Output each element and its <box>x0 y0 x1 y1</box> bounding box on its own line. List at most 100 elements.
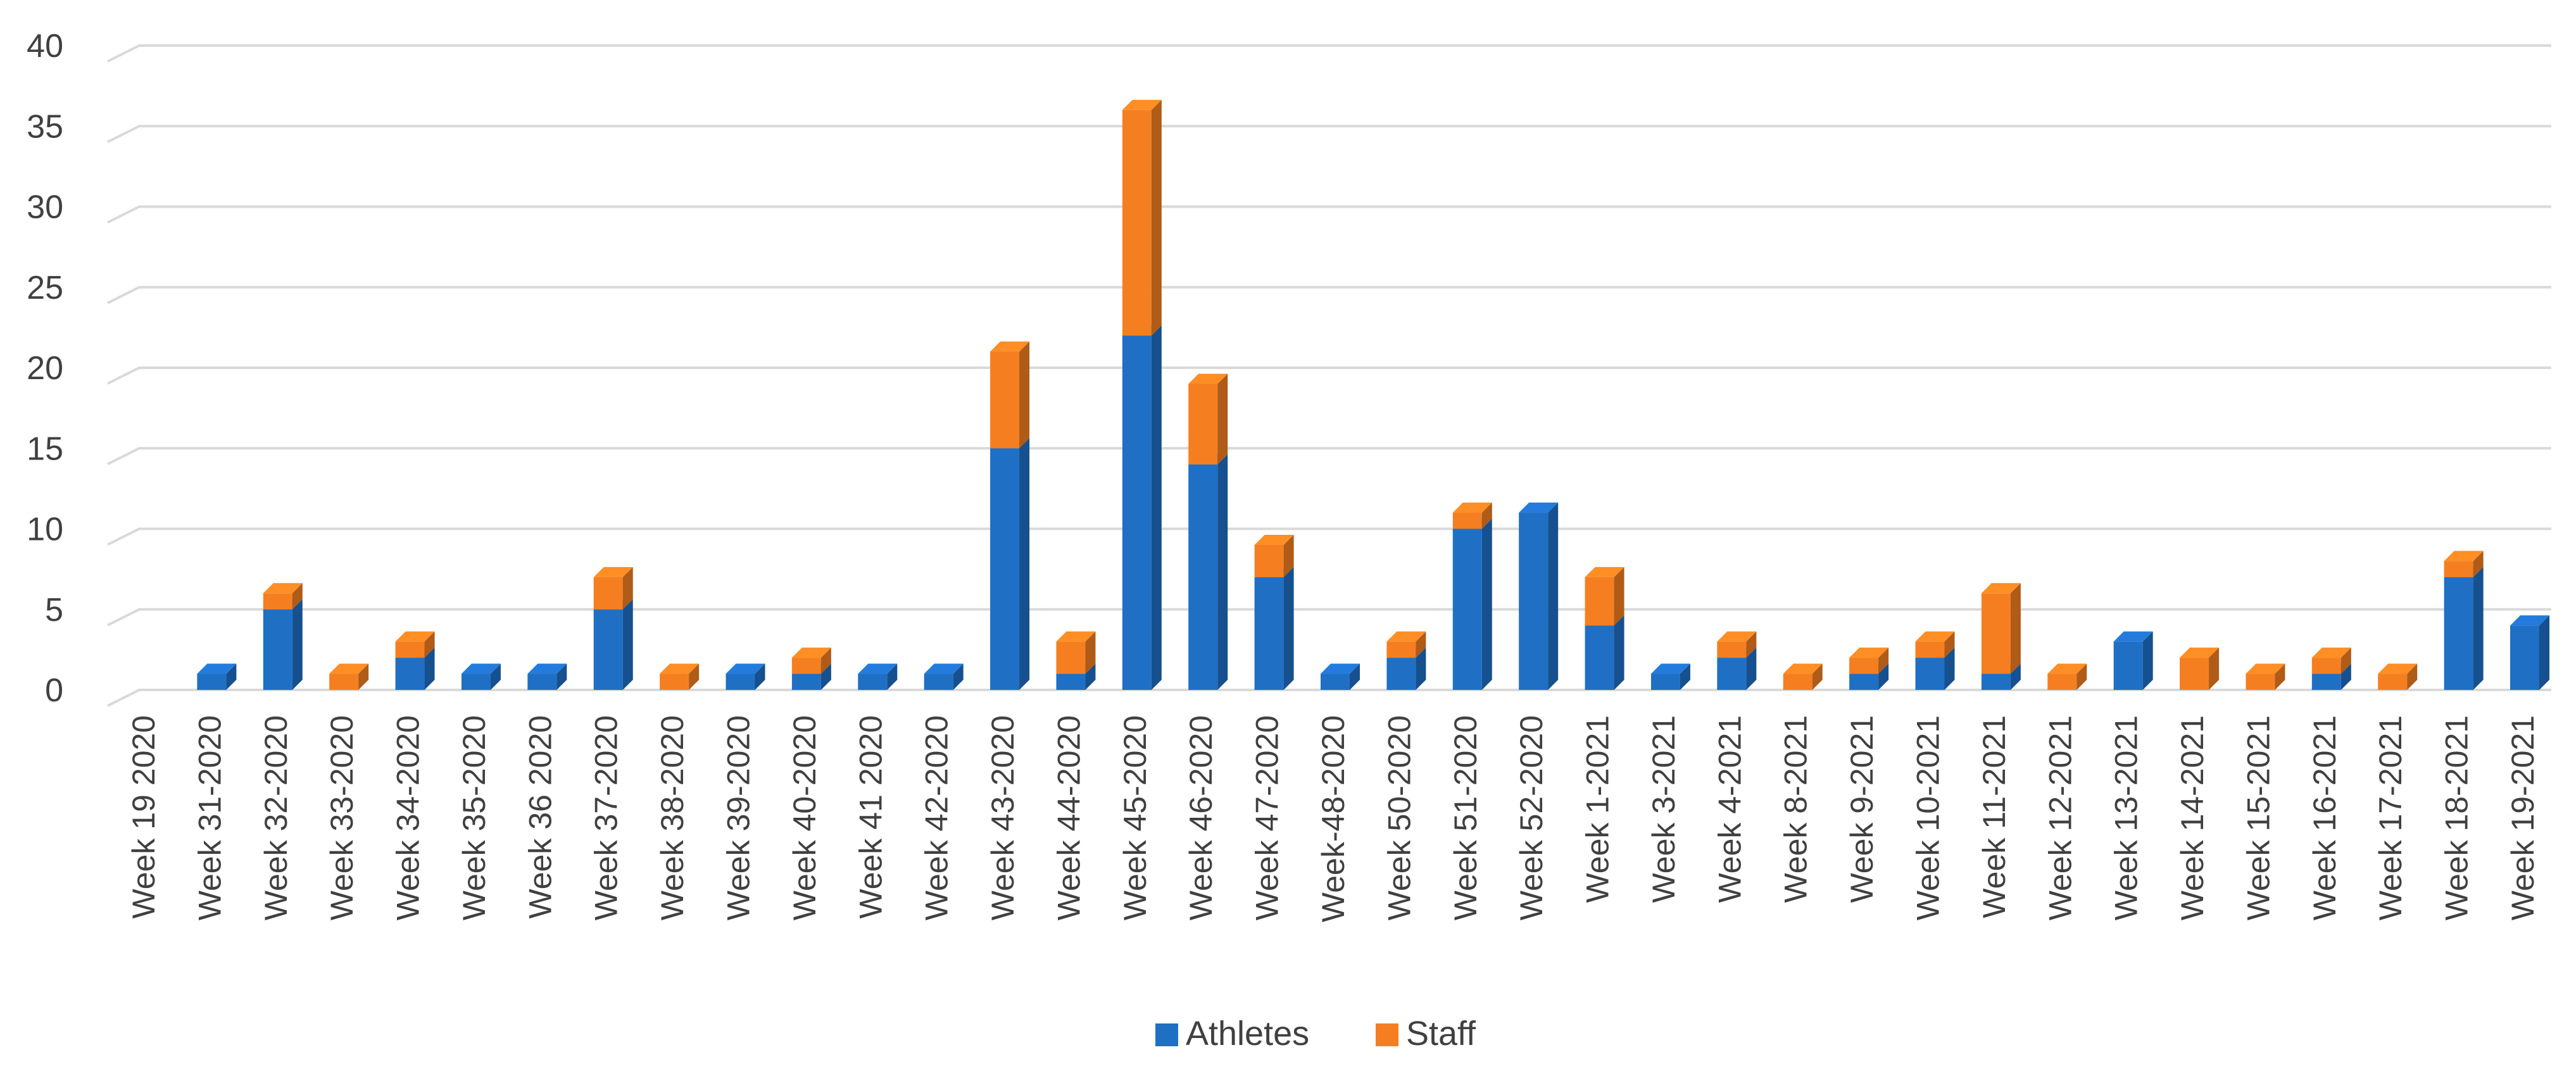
bar-staff-14 <box>1056 631 1096 674</box>
gridline <box>107 44 2551 63</box>
x-tick-label: Week 43-2020 <box>985 715 1021 920</box>
x-tick-label: Week 18-2021 <box>2439 715 2475 920</box>
y-tick-label: 5 <box>45 592 63 629</box>
x-tick-label: Week 32-2020 <box>258 715 294 920</box>
legend-label: Staff <box>1406 1015 1476 1053</box>
x-tick-label: Week-48-2020 <box>1316 715 1351 922</box>
x-tick-label: Week 19-2021 <box>2505 715 2541 920</box>
x-tick-label: Week 45-2020 <box>1117 715 1153 920</box>
legend-item-staff: Staff <box>1376 1015 1476 1053</box>
x-tick-label: Week 12-2021 <box>2042 715 2078 920</box>
x-tick-label: Week 44-2020 <box>1051 715 1086 920</box>
bar-staff-7 <box>593 566 633 610</box>
x-tick-label: Week 8-2021 <box>1778 715 1814 903</box>
bar-staff-4 <box>395 631 435 658</box>
legend-label: Athletes <box>1186 1015 1309 1053</box>
x-tick-label: Week 9-2021 <box>1844 715 1880 903</box>
bar-staff-31 <box>2180 647 2220 690</box>
x-tick-label: Week 35-2020 <box>456 715 492 920</box>
gridline <box>107 608 2551 627</box>
x-axis-ticks: Week 19 2020 Week 31-2020 Week 32-2020 Week… <box>126 715 2541 922</box>
bar-athletes-30 <box>2113 631 2153 690</box>
legend-item-athletes: Athletes <box>1155 1015 1309 1053</box>
bar-staff-27 <box>1915 631 1955 658</box>
bar-staff-13 <box>990 341 1030 449</box>
bar-athletes-35 <box>2444 566 2484 690</box>
gridline <box>107 366 2551 385</box>
x-tick-label: Week 33-2020 <box>324 715 360 920</box>
x-tick-label: Week 10-2021 <box>1911 715 1946 920</box>
x-tick-label: Week 31-2020 <box>192 715 227 920</box>
gridlines <box>107 44 2551 707</box>
legend-swatch <box>1155 1023 1178 1046</box>
bar-staff-17 <box>1254 534 1294 577</box>
bar-athletes-22 <box>1585 615 1624 690</box>
bar-staff-24 <box>1717 631 1757 658</box>
bar-athletes-6 <box>527 663 567 690</box>
bar-athletes-11 <box>858 663 898 690</box>
x-tick-label: Week 3-2021 <box>1646 715 1681 903</box>
bar-staff-26 <box>1849 647 1889 674</box>
bar-staff-25 <box>1783 663 1823 690</box>
x-tick-label: Week 16-2021 <box>2307 715 2342 920</box>
x-tick-label: Week 34-2020 <box>391 715 426 920</box>
x-tick-label: Week 17-2021 <box>2373 715 2408 920</box>
y-tick-label: 10 <box>27 511 63 548</box>
y-tick-label: 35 <box>27 108 63 145</box>
bar-staff-22 <box>1585 566 1624 626</box>
x-tick-label: Week 11-2021 <box>1976 715 2012 918</box>
x-tick-label: Week 4-2021 <box>1712 715 1747 903</box>
bar-athletes-5 <box>461 663 501 690</box>
y-tick-label: 25 <box>27 270 63 306</box>
bar-athletes-17 <box>1254 566 1294 690</box>
x-tick-label: Week 50-2020 <box>1381 715 1417 920</box>
bar-staff-16 <box>1188 373 1228 465</box>
bar-staff-29 <box>2047 663 2087 690</box>
x-tick-label: Week 40-2020 <box>787 715 822 920</box>
y-tick-label: 0 <box>45 672 63 709</box>
y-tick-label: 20 <box>27 350 63 387</box>
x-tick-label: Week 52-2020 <box>1514 715 1549 920</box>
x-tick-label: Week 47-2020 <box>1250 715 1285 920</box>
bar-staff-33 <box>2311 647 2351 674</box>
bar-athletes-21 <box>1519 503 1559 690</box>
x-tick-label: Week 46-2020 <box>1183 715 1219 920</box>
bar-staff-35 <box>2444 551 2484 577</box>
bar-staff-20 <box>1452 503 1492 529</box>
x-tick-label: Week 19 2020 <box>126 715 161 919</box>
gridline <box>107 285 2551 304</box>
x-tick-label: Week 13-2021 <box>2109 715 2144 920</box>
x-tick-label: Week 37-2020 <box>589 715 624 920</box>
bar-athletes-13 <box>990 438 1030 690</box>
gridline <box>107 447 2551 466</box>
x-tick-label: Week 15-2021 <box>2240 715 2276 920</box>
x-tick-label: Week 1-2021 <box>1580 715 1616 903</box>
bar-athletes-7 <box>593 599 633 690</box>
bar-staff-3 <box>329 663 369 690</box>
bar-athletes-23 <box>1650 663 1690 690</box>
bar-athletes-12 <box>924 663 964 690</box>
legend-swatch <box>1376 1023 1398 1046</box>
bar-athletes-18 <box>1321 663 1360 690</box>
gridline <box>107 125 2551 144</box>
gridline <box>107 689 2551 707</box>
x-tick-label: Week 42-2020 <box>919 715 955 920</box>
y-tick-label: 40 <box>27 28 63 65</box>
bar-staff-15 <box>1122 99 1162 336</box>
bar-staff-34 <box>2378 663 2418 690</box>
bar-athletes-2 <box>263 599 303 690</box>
gridline <box>107 527 2551 546</box>
bars <box>197 99 2549 690</box>
bar-staff-19 <box>1386 631 1426 658</box>
x-tick-label: Week 51-2020 <box>1448 715 1483 920</box>
bar-athletes-16 <box>1188 454 1228 690</box>
bar-athletes-1 <box>197 663 237 690</box>
bar-athletes-9 <box>726 663 765 690</box>
gridline <box>107 205 2551 224</box>
x-tick-label: Week 39-2020 <box>721 715 757 920</box>
legend: Athletes Staff <box>1155 1015 1476 1053</box>
bar-staff-10 <box>791 647 831 674</box>
bar-staff-32 <box>2246 663 2285 690</box>
bar-staff-2 <box>263 583 303 610</box>
